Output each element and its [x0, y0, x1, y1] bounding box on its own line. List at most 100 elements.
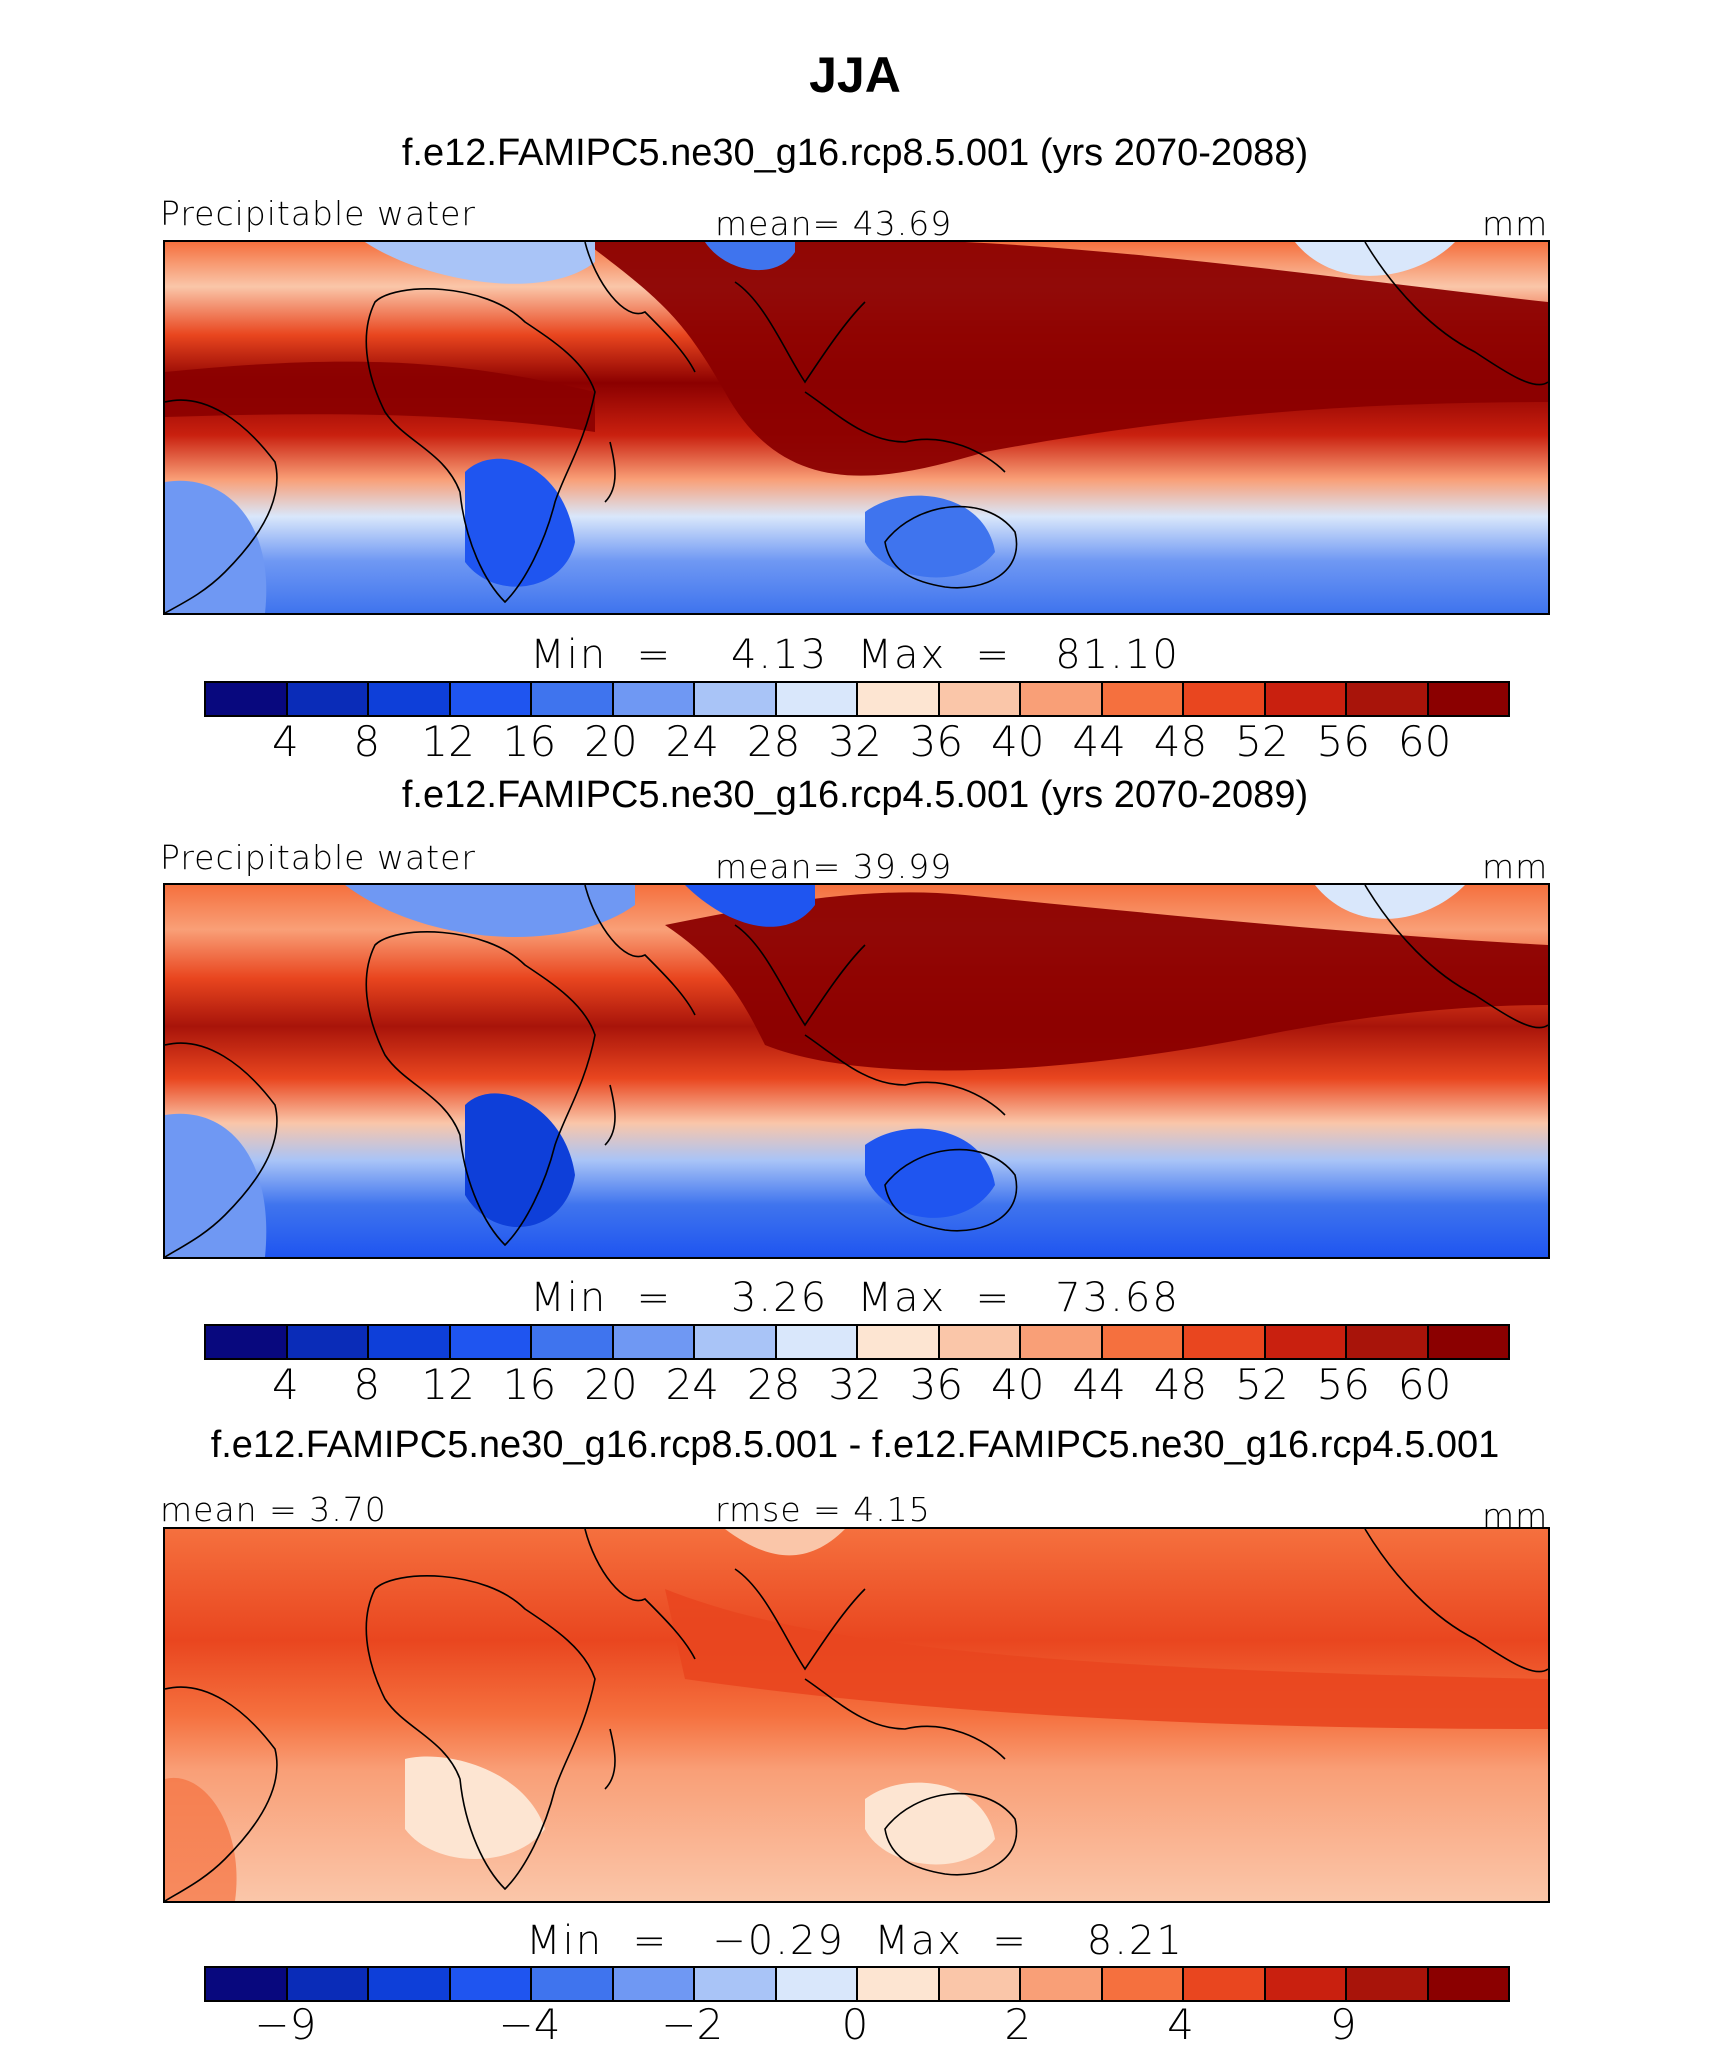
colorbar-tick-label: 16	[502, 1360, 557, 1409]
colorbar-tick-label: 28	[746, 717, 801, 766]
colorbar-swatch	[1347, 1326, 1429, 1358]
panel1-colorbar	[204, 681, 1510, 717]
colorbar-tick-label: 60	[1397, 717, 1452, 766]
colorbar-swatch	[369, 1326, 451, 1358]
colorbar-swatch	[1021, 1968, 1103, 2000]
panel2-map	[163, 883, 1550, 1259]
colorbar-tick-label: 56	[1316, 1360, 1370, 1409]
colorbar-swatch	[613, 1968, 695, 2000]
colorbar-tick-label: 44	[1072, 717, 1126, 766]
colorbar-swatch	[939, 1968, 1021, 2000]
panel2-variable-label: Precipitable water	[160, 838, 476, 877]
colorbar-swatch	[939, 1326, 1021, 1358]
colorbar-swatch	[450, 683, 532, 715]
colorbar-swatch	[776, 1326, 858, 1358]
colorbar-tick-label: 48	[1153, 1360, 1208, 1409]
colorbar-tick-label: 40	[991, 717, 1045, 766]
colorbar-swatch	[1021, 683, 1103, 715]
colorbar-tick-label: 24	[665, 1360, 719, 1409]
colorbar-tick-label: 28	[746, 1360, 801, 1409]
colorbar-tick-label: −9	[254, 2000, 317, 2049]
panel3-map	[163, 1527, 1550, 1903]
panel2-subtitle: f.e12.FAMIPC5.ne30_g16.rcp4.5.001 (yrs 2…	[401, 774, 1309, 816]
colorbar-swatch	[1184, 683, 1266, 715]
colorbar-tick-label: 32	[828, 1360, 882, 1409]
figure-title: JJA	[809, 47, 901, 103]
colorbar-swatch	[858, 683, 940, 715]
colorbar-swatch	[287, 1326, 369, 1358]
colorbar-swatch	[1265, 1968, 1347, 2000]
colorbar-tick-label: 40	[991, 1360, 1045, 1409]
colorbar-tick-label: 60	[1397, 1360, 1452, 1409]
colorbar-swatch	[369, 683, 451, 715]
colorbar-swatch	[1184, 1326, 1266, 1358]
colorbar-swatch	[1428, 1968, 1508, 2000]
colorbar-tick-label: 16	[502, 717, 557, 766]
colorbar-tick-label: 20	[584, 1360, 638, 1409]
panel2-mean-label: mean= 39.99	[715, 847, 953, 886]
colorbar-swatch	[206, 1326, 288, 1358]
colorbar-swatch	[1184, 1968, 1266, 2000]
colorbar-swatch	[450, 1968, 532, 2000]
colorbar-swatch	[1102, 1326, 1184, 1358]
colorbar-tick-label: 12	[421, 717, 475, 766]
colorbar-tick-label: 8	[353, 717, 381, 766]
panel3-rmse-label: rmse = 4.15	[715, 1490, 931, 1529]
colorbar-swatch	[1428, 1326, 1508, 1358]
panel1-subtitle: f.e12.FAMIPC5.ne30_g16.rcp8.5.001 (yrs 2…	[401, 132, 1309, 174]
colorbar-swatch	[287, 1968, 369, 2000]
colorbar-tick-label: 4	[1167, 2000, 1194, 2049]
colorbar-swatch	[206, 683, 288, 715]
colorbar-swatch	[695, 683, 777, 715]
colorbar-tick-label: 0	[841, 2000, 869, 2049]
panel1-variable-label: Precipitable water	[160, 194, 476, 233]
colorbar-swatch	[450, 1326, 532, 1358]
colorbar-tick-label: 4	[272, 1360, 299, 1409]
colorbar-tick-label: 2	[1004, 2000, 1032, 2049]
panel2-units-label: mm	[1482, 847, 1549, 886]
colorbar-swatch	[1265, 1326, 1347, 1358]
panel3-mean-label: mean = 3.70	[160, 1490, 387, 1529]
colorbar-tick-label: 36	[909, 1360, 964, 1409]
colorbar-swatch	[1102, 1968, 1184, 2000]
colorbar-swatch	[1021, 1326, 1103, 1358]
colorbar-tick-label: 44	[1072, 1360, 1126, 1409]
colorbar-tick-label: 52	[1235, 717, 1289, 766]
colorbar-tick-label: 24	[665, 717, 719, 766]
panel3-subtitle: f.e12.FAMIPC5.ne30_g16.rcp8.5.001 - f.e1…	[210, 1424, 1500, 1466]
panel3-min-max: Min = −0.29 Max = 8.21	[526, 1918, 1184, 1964]
colorbar-swatch	[939, 683, 1021, 715]
colorbar-swatch	[1428, 683, 1508, 715]
colorbar-swatch	[613, 1326, 695, 1358]
colorbar-tick-label: 36	[909, 717, 964, 766]
colorbar-swatch	[206, 1968, 288, 2000]
colorbar-swatch	[858, 1968, 940, 2000]
colorbar-swatch	[858, 1326, 940, 1358]
panel1-colorbar-ticks: 4 8 12 16 20 24 28 32 36 40 44 48 52 56 60	[204, 717, 1506, 766]
panel2-colorbar-ticks: 4 8 12 16 20 24 28 32 36 40 44 48 52 56 60	[204, 1360, 1506, 1409]
colorbar-tick-label: 12	[421, 1360, 475, 1409]
panel3-colorbar-ticks: −9 −4 −2 0 2 4 9	[204, 2000, 1506, 2049]
colorbar-tick-label: −4	[498, 2000, 561, 2049]
colorbar-swatch	[532, 683, 614, 715]
panel1-units-label: mm	[1482, 204, 1549, 243]
panel2-colorbar	[204, 1324, 1510, 1360]
colorbar-swatch	[369, 1968, 451, 2000]
colorbar-tick-label: 48	[1153, 717, 1208, 766]
colorbar-swatch	[1347, 1968, 1429, 2000]
panel1-map	[163, 240, 1550, 615]
colorbar-swatch	[613, 683, 695, 715]
colorbar-swatch	[532, 1326, 614, 1358]
colorbar-swatch	[695, 1326, 777, 1358]
colorbar-tick-label: 20	[584, 717, 638, 766]
panel1-mean-label: mean= 43.69	[715, 204, 953, 243]
panel2-min-max: Min = 3.26 Max = 73.68	[530, 1275, 1180, 1321]
colorbar-tick-label: −2	[661, 2000, 724, 2049]
colorbar-tick-label: 9	[1329, 2000, 1357, 2049]
colorbar-tick-label: 8	[353, 1360, 381, 1409]
panel3-colorbar	[204, 1966, 1510, 2002]
colorbar-swatch	[695, 1968, 777, 2000]
colorbar-tick-label: 4	[272, 717, 299, 766]
colorbar-tick-label: 32	[828, 717, 882, 766]
colorbar-swatch	[776, 1968, 858, 2000]
